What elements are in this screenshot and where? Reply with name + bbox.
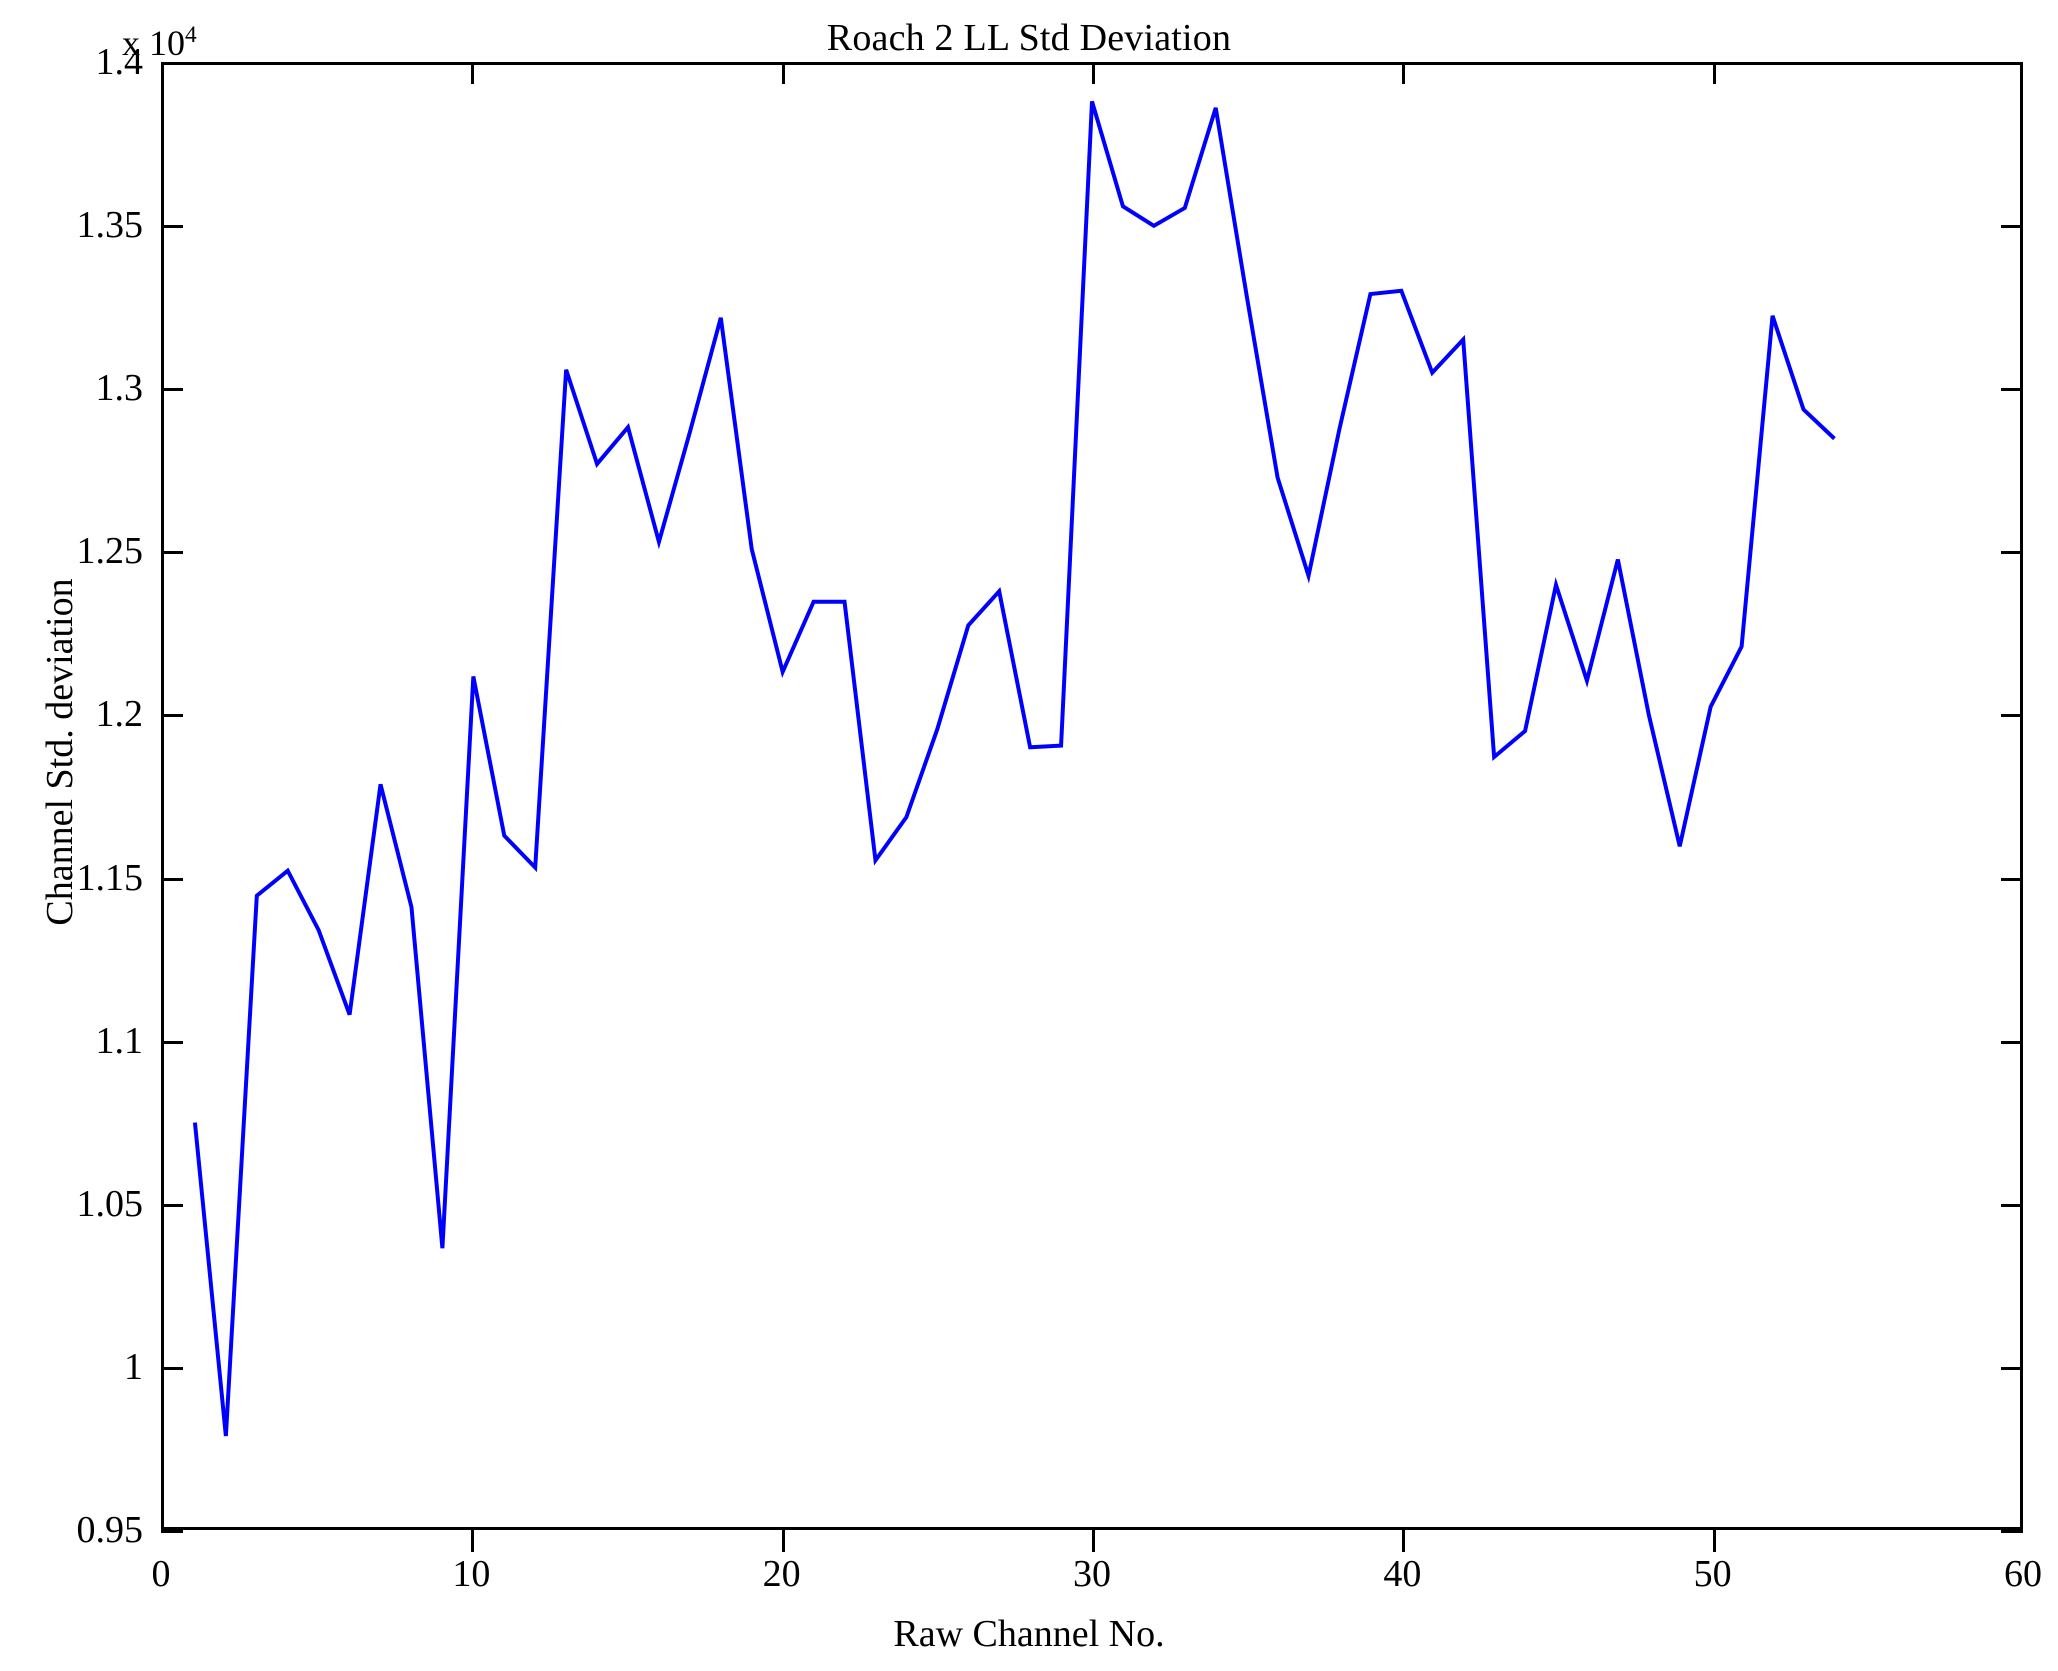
x-tick-label: 60 — [2004, 1553, 2042, 1595]
y-tick-label: 0.95 — [76, 1509, 144, 1551]
y-tick-mark — [161, 225, 183, 229]
y-tick-label: 1.4 — [95, 41, 144, 83]
y-tick-mark — [161, 714, 183, 718]
y-tick-label: 1.2 — [95, 693, 144, 736]
y-tick-mark — [161, 1203, 183, 1207]
x-tick-mark — [1402, 1530, 1406, 1552]
plot-area — [161, 62, 2023, 1530]
y-tick-mark — [161, 1366, 183, 1370]
y-tick-label: 1.1 — [95, 1019, 144, 1062]
y-tick-mark-right — [2001, 1040, 2023, 1044]
y-tick-mark-right — [2001, 1366, 2023, 1370]
y-tick-mark-right — [2001, 1530, 2023, 1533]
exponent-mantissa: x 10 — [122, 23, 185, 63]
y-tick-mark-right — [2001, 714, 2023, 718]
x-tick-mark — [1092, 1530, 1095, 1552]
chart-title: Roach 2 LL Std Deviation — [826, 17, 1232, 59]
x-tick-mark-top — [781, 62, 785, 84]
y-tick-label: 1.15 — [76, 856, 144, 899]
y-axis-label: Channel Std. deviation — [39, 578, 81, 926]
x-tick-mark-top — [471, 62, 475, 84]
x-tick-mark-top — [1092, 62, 1095, 84]
x-tick-mark-top — [1402, 62, 1406, 84]
y-tick-mark-right — [2001, 62, 2023, 65]
x-tick-mark — [781, 1530, 785, 1552]
x-axis-label: Raw Channel No. — [893, 1613, 1165, 1655]
y-tick-mark — [161, 1040, 183, 1044]
y-tick-label: 1.05 — [76, 1182, 144, 1225]
y-tick-mark-right — [2001, 1203, 2023, 1207]
x-tick-label: 40 — [1383, 1553, 1422, 1595]
y-tick-mark-right — [2001, 551, 2023, 555]
x-tick-label: 20 — [762, 1553, 801, 1595]
x-tick-mark — [471, 1530, 475, 1552]
data-line-svg — [192, 100, 1836, 1437]
y-tick-mark — [161, 62, 183, 65]
y-tick-mark — [161, 388, 183, 392]
exponent-power: 4 — [185, 22, 197, 48]
data-series-line — [192, 100, 1836, 1437]
y-tick-mark-right — [2001, 225, 2023, 229]
y-tick-mark-right — [2001, 877, 2023, 881]
y-tick-label: 1.25 — [76, 530, 144, 573]
y-tick-mark-right — [2001, 388, 2023, 392]
x-tick-mark-top — [1712, 62, 1716, 84]
x-tick-label: 0 — [151, 1553, 171, 1595]
y-tick-mark — [161, 1530, 183, 1533]
y-tick-label: 1.3 — [95, 367, 144, 410]
y-axis-exponent-label: x 104 — [122, 22, 197, 64]
x-tick-label: 10 — [452, 1553, 491, 1595]
y-tick-mark — [161, 877, 183, 881]
x-tick-label: 50 — [1693, 1553, 1732, 1595]
y-tick-label: 1 — [124, 1345, 143, 1388]
y-tick-label: 1.35 — [76, 204, 144, 247]
y-tick-mark — [161, 551, 183, 555]
x-tick-mark — [1712, 1530, 1716, 1552]
x-tick-label: 30 — [1073, 1553, 1111, 1595]
